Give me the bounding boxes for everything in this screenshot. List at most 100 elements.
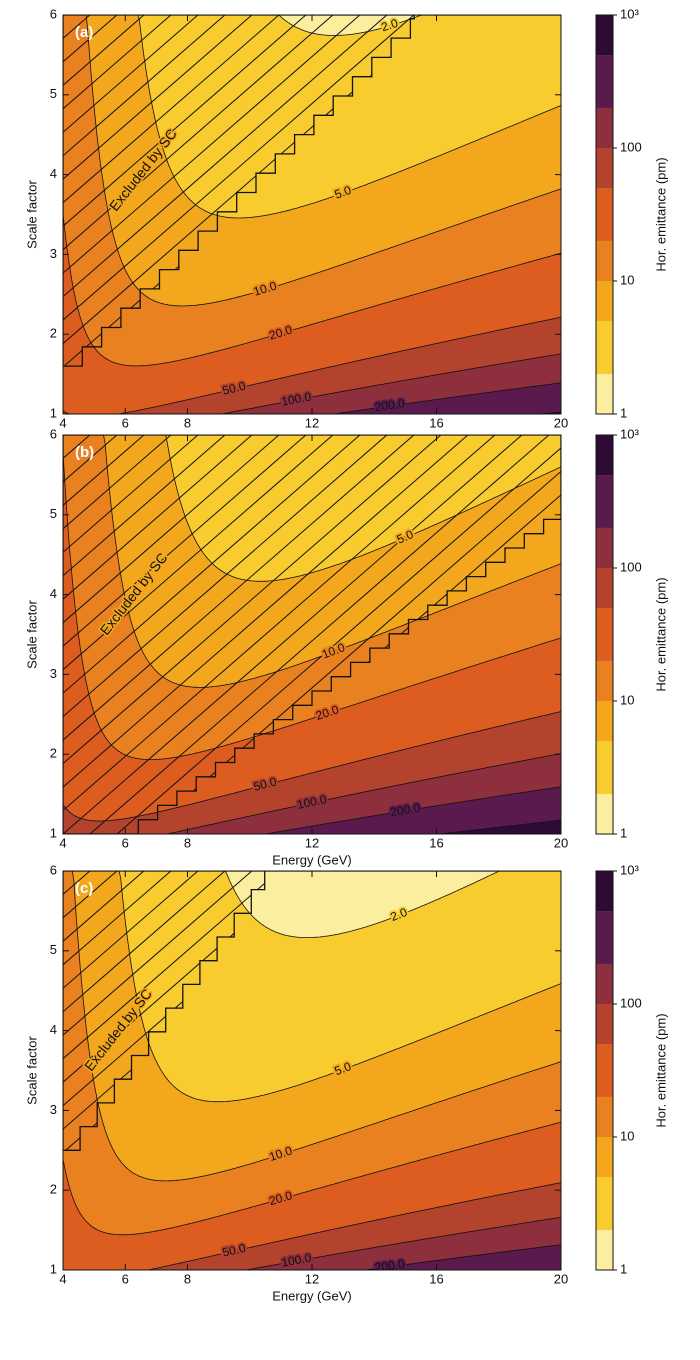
colorbar-tick-label: 10: [620, 272, 634, 287]
hatch-line: [63, 435, 226, 834]
colorbar-band: [596, 871, 613, 912]
hatch-line: [576, 871, 700, 1270]
y-tick-label: 6: [50, 862, 57, 877]
contour-line: [63, 1216, 561, 1270]
excluded-boundary: [63, 871, 561, 1151]
hatch-line: [63, 15, 199, 367]
colorbar-band: [596, 568, 613, 609]
colorbar-tick-label: 10³: [620, 6, 639, 21]
colorbar-band: [596, 1177, 613, 1230]
colorbar-band: [596, 475, 613, 528]
hatch-line: [63, 871, 253, 1151]
colorbar-band: [596, 148, 613, 189]
colorbar-band: [596, 1044, 613, 1097]
colorbar-band: [596, 240, 613, 281]
hatch-line: [684, 15, 700, 414]
hatch-line: [603, 871, 700, 1270]
colorbar-label: Hor. emittance (pm): [653, 157, 668, 271]
x-tick-label: 12: [305, 415, 319, 430]
hatch-line: [63, 435, 145, 834]
hatch-line: [63, 871, 145, 1151]
x-tick-label: 16: [429, 415, 443, 430]
contour-band: [63, 1217, 561, 1270]
contour-label: 200.0: [374, 1257, 406, 1275]
hatch-line: [63, 871, 226, 1151]
contour-line: [63, 214, 561, 367]
hatch-line: [89, 435, 550, 834]
colorbar-tick-label: 10: [620, 692, 634, 707]
hatch-line: [63, 435, 172, 834]
hatch-line: [63, 15, 388, 367]
hatch-line: [603, 435, 700, 834]
contour-line: [63, 15, 561, 307]
contour-band: [63, 353, 561, 414]
x-tick-label: 6: [122, 835, 129, 850]
contour-line: [63, 435, 561, 688]
contour-line: [63, 786, 561, 834]
hatch-line: [0, 871, 9, 1270]
y-tick-label: 6: [50, 6, 57, 21]
colorbar-band: [596, 911, 613, 964]
hatch-line: [63, 435, 388, 834]
hatch-line: [63, 15, 415, 367]
y-tick-label: 2: [50, 746, 57, 761]
hatch-line: [63, 435, 523, 834]
hatch-line: [63, 15, 280, 367]
panel-label: (a): [75, 24, 93, 41]
contour-label: 200.0: [374, 396, 406, 414]
hatch-line: [684, 871, 700, 1270]
y-tick-label: 2: [50, 326, 57, 341]
x-tick-label: 4: [59, 415, 66, 430]
colorbar-tick-label: 100: [620, 559, 642, 574]
y-tick-label: 3: [50, 1102, 57, 1117]
y-tick-label: 6: [50, 426, 57, 441]
hatch-line: [63, 15, 145, 367]
y-tick-label: 4: [50, 586, 57, 601]
colorbar-band: [596, 701, 613, 742]
y-tick-label: 5: [50, 86, 57, 101]
hatch-line: [63, 435, 253, 834]
x-tick-label: 16: [429, 835, 443, 850]
colorbar-band: [596, 55, 613, 108]
colorbar-tick-label: 10³: [620, 426, 639, 441]
hatch-line: [548, 435, 561, 834]
colorbar-label: Hor. emittance (pm): [653, 1013, 668, 1127]
hatch-line: [63, 435, 199, 834]
y-tick-label: 3: [50, 666, 57, 681]
hatch-line: [0, 435, 9, 834]
colorbar-band: [596, 321, 613, 374]
colorbar-frame: [595, 434, 614, 835]
contour-line: [63, 871, 561, 938]
hatch-line: [63, 435, 334, 834]
colorbar-frame: [595, 870, 614, 1271]
hatch-line: [63, 15, 334, 367]
y-tick-label: 5: [50, 506, 57, 521]
colorbar-tick-label: 1: [620, 1261, 627, 1276]
colorbar-band: [596, 608, 613, 661]
x-tick-label: 6: [122, 415, 129, 430]
colorbar-band: [596, 660, 613, 701]
contour-line: [63, 452, 561, 760]
hatch-line: [63, 15, 253, 367]
colorbar-band: [596, 1004, 613, 1045]
y-tick-label: 4: [50, 1022, 57, 1037]
contour-band: [63, 452, 561, 834]
colorbar-band: [596, 793, 613, 834]
contour-band: [63, 382, 561, 414]
hatch-line: [576, 435, 700, 834]
colorbar-band: [596, 435, 613, 476]
colorbar-tick-label: 10³: [620, 862, 639, 877]
contour-line: [63, 1182, 561, 1270]
colorbar-band: [596, 1229, 613, 1270]
hatch-line: [603, 15, 700, 414]
y-tick-label: 2: [50, 1182, 57, 1197]
x-tick-label: 12: [305, 1271, 319, 1286]
colorbar-tick-label: 100: [620, 995, 642, 1010]
hatch-line: [63, 435, 442, 834]
contour-band: [63, 786, 561, 834]
panel-label: (b): [75, 444, 94, 461]
